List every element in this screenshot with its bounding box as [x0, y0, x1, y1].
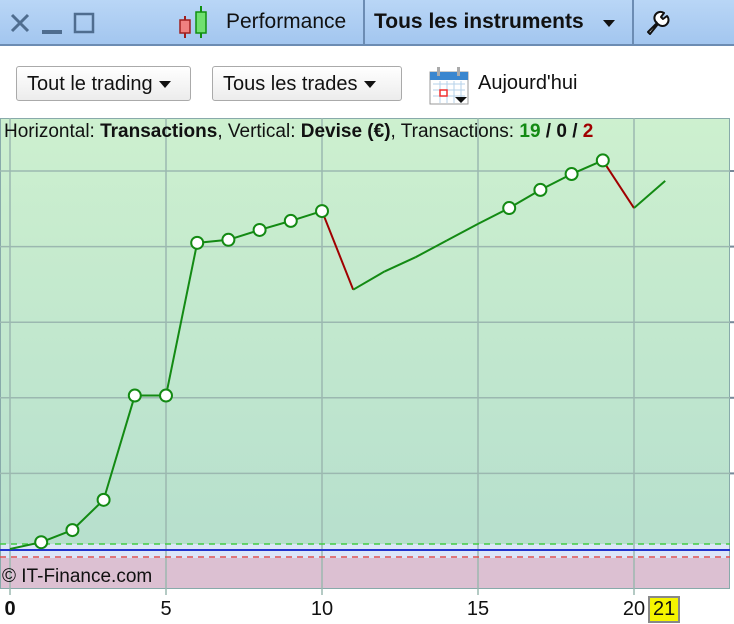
- minimize-icon[interactable]: [40, 8, 66, 36]
- title-bar: Performance Tous les instruments: [0, 0, 734, 46]
- x-tick-label: 15: [466, 598, 490, 620]
- horizontal-label: Horizontal:: [4, 121, 101, 142]
- maximize-icon[interactable]: [72, 8, 98, 36]
- trades-filter-label: Tous les trades: [223, 73, 358, 95]
- candlestick-icon: [179, 6, 207, 38]
- equity-segment: [601, 159, 635, 209]
- calendar-icon[interactable]: [428, 66, 470, 106]
- data-point: [533, 182, 548, 197]
- equity-segment: [383, 256, 417, 273]
- separator: /: [540, 121, 557, 142]
- x-tick-label: 10: [310, 598, 334, 620]
- data-point: [65, 523, 80, 538]
- data-point: [252, 222, 267, 237]
- loss-zone: [0, 558, 730, 589]
- equity-segment: [352, 270, 385, 291]
- equity-segment: [415, 239, 448, 259]
- chevron-down-icon: [158, 81, 171, 89]
- data-point: [221, 232, 236, 247]
- instruments-label: Tous les instruments: [374, 10, 584, 33]
- plot-border: [0, 118, 730, 589]
- data-point: [595, 153, 610, 168]
- data-point: [34, 535, 49, 550]
- data-point: [96, 492, 111, 507]
- divider: [363, 0, 365, 44]
- equity-segment: [102, 395, 136, 501]
- trading-filter-label: Tout le trading: [27, 73, 153, 95]
- vertical-label: , Vertical:: [217, 121, 301, 142]
- wins-count: 19: [519, 121, 541, 142]
- transactions-label: , Transactions:: [390, 121, 520, 142]
- chevron-down-icon: [603, 20, 615, 27]
- chart-info: Horizontal: Transactions, Vertical: Devi…: [4, 121, 593, 143]
- date-selector-label[interactable]: Aujourd'hui: [478, 72, 578, 94]
- equity-segment: [321, 210, 355, 291]
- even-count: 0: [556, 121, 567, 142]
- tab-performance[interactable]: Performance: [226, 10, 347, 33]
- wrench-icon[interactable]: [644, 8, 672, 36]
- profit-zone: [0, 118, 730, 558]
- data-point: [127, 388, 142, 403]
- trading-filter-dropdown[interactable]: Tout le trading: [16, 66, 191, 101]
- current-transaction-marker: 21: [648, 596, 681, 623]
- data-point: [283, 213, 298, 228]
- watermark: © IT-Finance.com: [2, 566, 153, 587]
- losses-count: 2: [582, 121, 594, 142]
- trades-filter-dropdown[interactable]: Tous les trades: [212, 66, 402, 101]
- equity-segment: [71, 499, 105, 531]
- data-point: [564, 167, 579, 182]
- horizontal-value: Transactions: [100, 121, 218, 142]
- equity-segment: [446, 223, 479, 242]
- x-tick-label: 20: [622, 598, 646, 620]
- x-tick-label: 5: [160, 598, 172, 620]
- equity-segment: [165, 242, 199, 396]
- data-point: [190, 235, 205, 250]
- performance-chart: [0, 118, 734, 595]
- data-point: [159, 388, 173, 403]
- separator: /: [566, 121, 583, 142]
- equity-segment: [633, 180, 666, 209]
- chevron-down-icon: [363, 81, 376, 89]
- data-point: [315, 204, 329, 219]
- x-tick-label: 0: [4, 598, 16, 620]
- vertical-value: Devise (€): [300, 121, 391, 142]
- divider: [632, 0, 634, 44]
- data-point: [502, 201, 517, 216]
- close-icon[interactable]: [8, 8, 34, 36]
